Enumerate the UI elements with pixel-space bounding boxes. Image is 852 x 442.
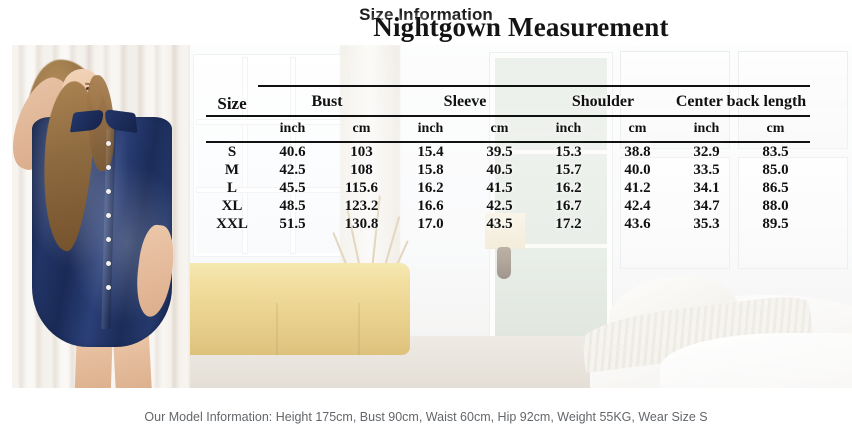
- group-header-row: Size Bust Sleeve Shoulder Center back le…: [206, 85, 810, 117]
- unit-header-row: inch cm inch cm inch cm inch cm: [206, 116, 810, 143]
- cell-value: 86.5: [762, 179, 789, 196]
- cell-value: 108: [350, 161, 373, 178]
- group-header-shoulder: Shoulder: [534, 85, 672, 117]
- table-row: XL 48.5 123.2 16.6 42.5 16.7 42.4 34.7 8…: [206, 197, 810, 215]
- cell-value: 89.5: [762, 215, 789, 232]
- cell-value: 51.5: [279, 215, 306, 232]
- cell-value: 42.4: [624, 197, 651, 214]
- shirt-button: [106, 261, 111, 266]
- cell-value: 123.2: [344, 197, 379, 214]
- size-unit-spacer: [206, 116, 258, 143]
- cell-value: 130.8: [344, 215, 379, 232]
- cell-value: 40.6: [279, 143, 306, 160]
- measurement-table-overlay: Nightgown Measurement Size Bust Sleeve S…: [190, 0, 852, 343]
- cell-value: 43.5: [486, 215, 513, 232]
- cell-value: 88.0: [762, 197, 789, 214]
- cell-value: 16.2: [417, 179, 444, 196]
- size-chart-table: Size Bust Sleeve Shoulder Center back le…: [206, 85, 810, 233]
- cell-value: 16.6: [417, 197, 444, 214]
- model-information-note: Our Model Information: Height 175cm, Bus…: [144, 410, 708, 424]
- cell-value: 48.5: [279, 197, 306, 214]
- size-column-header: Size: [206, 86, 258, 117]
- left-white-margin: [0, 45, 12, 388]
- cell-value: 15.7: [555, 161, 582, 178]
- cell-value: 42.5: [486, 197, 513, 214]
- cell-value: 15.4: [417, 143, 444, 160]
- unit-cbl-inch: inch: [672, 116, 741, 143]
- shirt-button: [106, 285, 111, 290]
- unit-bust-inch: inch: [258, 116, 327, 143]
- table-row: S 40.6 103 15.4 39.5 15.3 38.8 32.9 83.5: [206, 142, 810, 161]
- cell-value: 34.1: [693, 179, 720, 196]
- group-header-center-back-length: Center back length: [672, 85, 810, 117]
- cell-value: 103: [350, 143, 373, 160]
- cell-value: 16.7: [555, 197, 582, 214]
- cell-value: 38.8: [624, 143, 651, 160]
- shirt-button: [106, 213, 111, 218]
- unit-bust-cm: cm: [327, 116, 396, 143]
- table-row: M 42.5 108 15.8 40.5 15.7 40.0 33.5 85.0: [206, 161, 810, 179]
- cell-value: 16.2: [555, 179, 582, 196]
- table-row: L 45.5 115.6 16.2 41.5 16.2 41.2 34.1 86…: [206, 179, 810, 197]
- unit-shoulder-cm: cm: [603, 116, 672, 143]
- cell-value: 40.5: [486, 161, 513, 178]
- cell-value: 42.5: [279, 161, 306, 178]
- shirt-button: [106, 165, 111, 170]
- cell-size: S: [227, 143, 237, 160]
- cell-value: 34.7: [693, 197, 720, 214]
- cell-value: 15.8: [417, 161, 444, 178]
- cell-size: XXL: [216, 215, 248, 232]
- cell-value: 17.2: [555, 215, 582, 232]
- cell-value: 45.5: [279, 179, 306, 196]
- shirt-button: [106, 141, 111, 146]
- cell-value: 115.6: [345, 179, 378, 196]
- unit-sleeve-cm: cm: [465, 116, 534, 143]
- cell-value: 15.3: [555, 143, 582, 160]
- cell-value: 41.2: [624, 179, 651, 196]
- cell-value: 40.0: [624, 161, 651, 178]
- shirt-button: [106, 189, 111, 194]
- cell-size: L: [226, 179, 237, 196]
- product-photo-band: [0, 45, 852, 388]
- cell-size: M: [224, 161, 240, 178]
- cell-value: 39.5: [486, 143, 513, 160]
- cell-value: 85.0: [762, 161, 789, 178]
- unit-cbl-cm: cm: [741, 116, 810, 143]
- cell-value: 35.3: [693, 215, 720, 232]
- page-title: Size Information: [359, 5, 493, 24]
- group-header-bust: Bust: [258, 85, 396, 117]
- shirt-button: [106, 237, 111, 242]
- cell-size: XL: [221, 197, 243, 214]
- size-table-body: S 40.6 103 15.4 39.5 15.3 38.8 32.9 83.5…: [206, 142, 810, 233]
- cell-value: 32.9: [693, 143, 720, 160]
- model-photo: [10, 45, 190, 388]
- unit-shoulder-inch: inch: [534, 116, 603, 143]
- group-header-sleeve: Sleeve: [396, 85, 534, 117]
- table-row: XXL 51.5 130.8 17.0 43.5 17.2 43.6 35.3 …: [206, 215, 810, 233]
- cell-value: 83.5: [762, 143, 789, 160]
- unit-sleeve-inch: inch: [396, 116, 465, 143]
- cell-value: 43.6: [624, 215, 651, 232]
- cell-value: 17.0: [417, 215, 444, 232]
- table-heading: Nightgown Measurement: [373, 12, 669, 42]
- cell-value: 33.5: [693, 161, 720, 178]
- cell-value: 41.5: [486, 179, 513, 196]
